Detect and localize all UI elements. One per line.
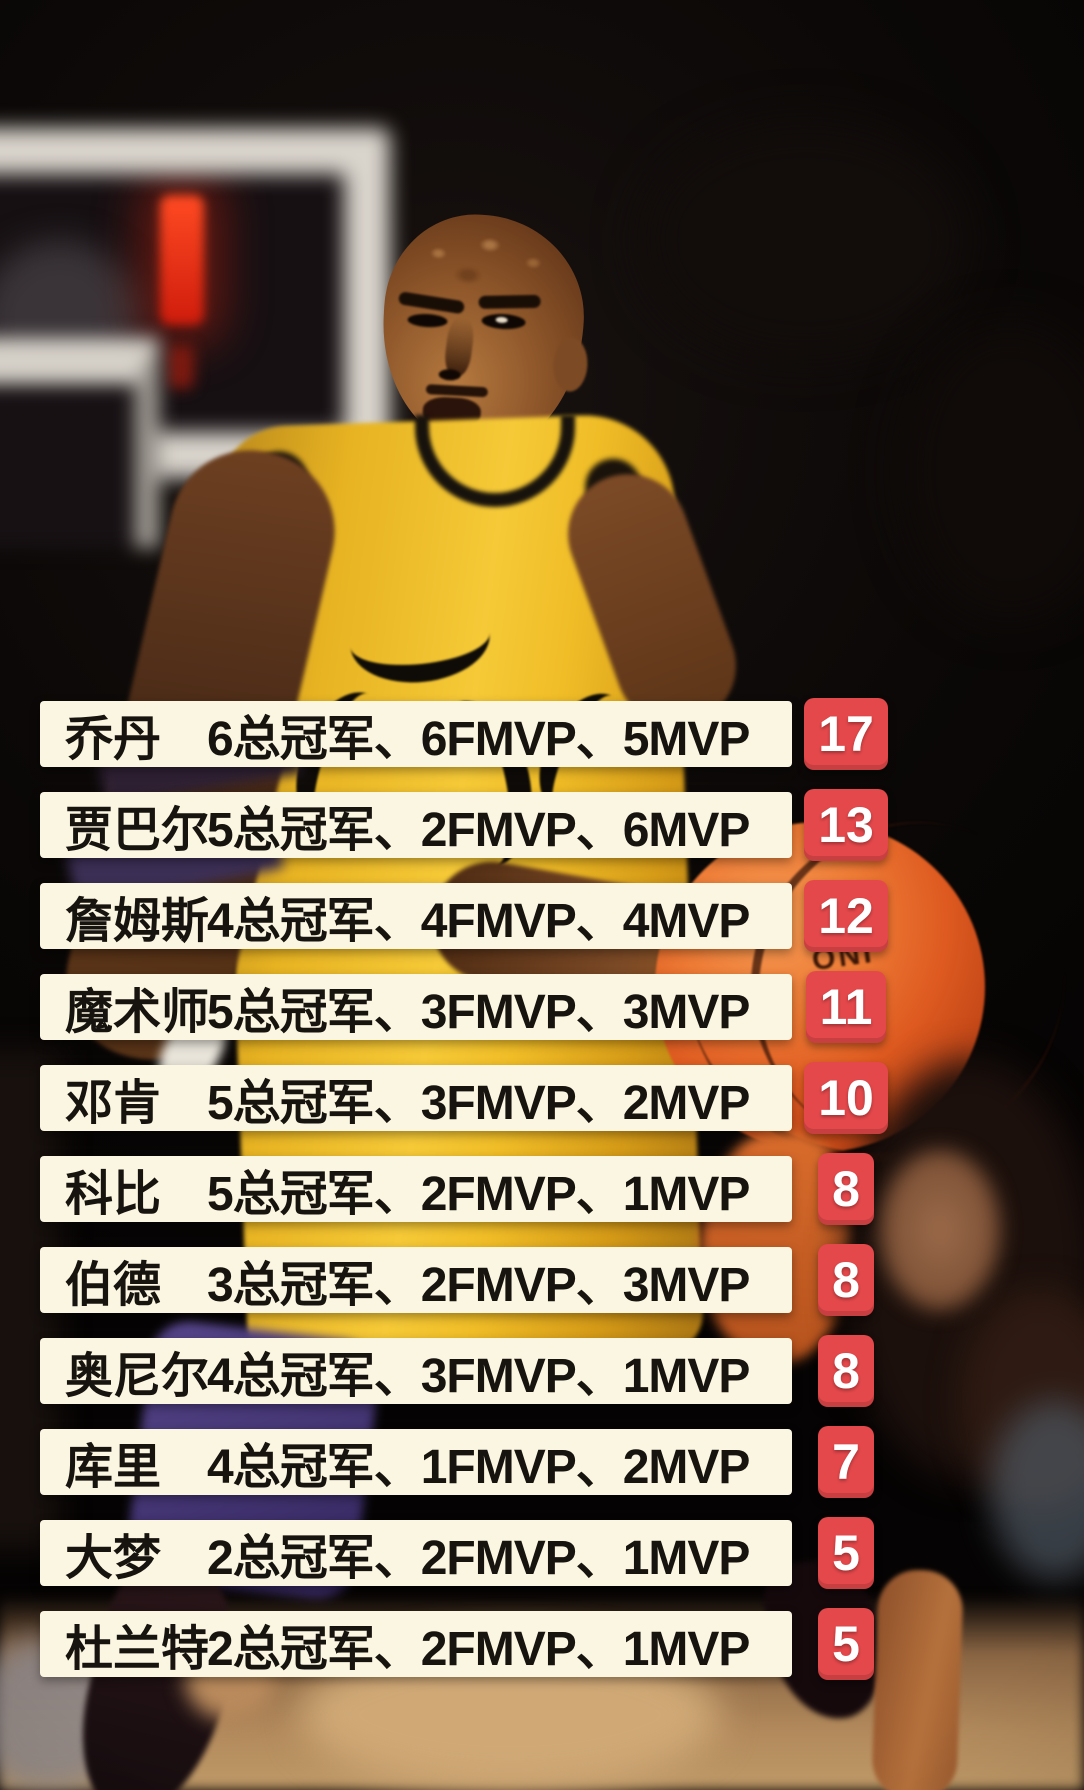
- total-badge-slot: 5: [800, 1608, 892, 1680]
- player-row: 魔术师 5总冠军、3FMVP、3MVP 11: [40, 971, 892, 1043]
- total-badge-slot: 8: [800, 1244, 892, 1316]
- total-value: 17: [818, 706, 874, 762]
- player-name: 邓肯: [65, 1077, 162, 1130]
- player-name: 伯德: [65, 1259, 162, 1312]
- total-value: 8: [832, 1252, 860, 1308]
- total-value: 5: [832, 1616, 860, 1672]
- total-badge-slot: 17: [800, 698, 892, 770]
- lower-backboard: [0, 338, 160, 548]
- total-value: 7: [832, 1434, 860, 1490]
- total-badge-slot: 11: [800, 971, 892, 1043]
- player-stats: 4总冠军、3FMVP、1MVP: [207, 1350, 750, 1403]
- total-value: 5: [832, 1525, 860, 1581]
- player-bar: 邓肯 5总冠军、3FMVP、2MVP: [40, 1065, 792, 1131]
- total-value: 10: [818, 1070, 874, 1126]
- player-name: 乔丹: [65, 713, 162, 766]
- total-value: 12: [818, 888, 874, 944]
- total-badge-slot: 10: [800, 1062, 892, 1134]
- total-badge-slot: 8: [800, 1335, 892, 1407]
- player-name: 大梦: [65, 1532, 162, 1585]
- player-name: 詹姆斯: [65, 895, 210, 948]
- total-badge: 11: [805, 971, 887, 1043]
- player-row: 伯德 3总冠军、2FMVP、3MVP 8: [40, 1244, 892, 1316]
- total-badge-slot: 12: [800, 880, 892, 952]
- total-badge-slot: 13: [800, 789, 892, 861]
- player-bar: 詹姆斯 4总冠军、4FMVP、4MVP: [40, 883, 792, 949]
- total-badge: 13: [804, 789, 888, 861]
- player-stats: 5总冠军、3FMVP、3MVP: [207, 986, 750, 1039]
- player-row: 贾巴尔 5总冠军、2FMVP、6MVP 13: [40, 789, 892, 861]
- arena-shadow-blob: [640, 120, 970, 360]
- total-badge-slot: 8: [800, 1153, 892, 1225]
- total-badge-slot: 7: [800, 1426, 892, 1498]
- total-badge: 5: [818, 1517, 874, 1589]
- crowd-blur: [990, 1400, 1084, 1580]
- player-bar: 杜兰特 2总冠军、2FMVP、1MVP: [40, 1611, 792, 1677]
- player-stats: 4总冠军、4FMVP、4MVP: [207, 895, 750, 948]
- player-stats: 5总冠军、2FMVP、1MVP: [207, 1168, 750, 1221]
- total-value: 8: [832, 1161, 860, 1217]
- shot-clock-led: [160, 195, 204, 325]
- player-stats: 2总冠军、2FMVP、1MVP: [207, 1623, 750, 1676]
- total-badge: 12: [804, 880, 888, 952]
- player-row: 邓肯 5总冠军、3FMVP、2MVP 10: [40, 1062, 892, 1134]
- total-value: 8: [832, 1343, 860, 1399]
- total-badge: 5: [818, 1608, 874, 1680]
- player-bar: 魔术师 5总冠军、3FMVP、3MVP: [40, 974, 792, 1040]
- player-bar: 奥尼尔 4总冠军、3FMVP、1MVP: [40, 1338, 792, 1404]
- player-bar: 伯德 3总冠军、2FMVP、3MVP: [40, 1247, 792, 1313]
- player-stats: 3总冠军、2FMVP、3MVP: [207, 1259, 750, 1312]
- player-name: 奥尼尔: [65, 1350, 210, 1403]
- total-badge: 10: [804, 1062, 888, 1134]
- player-name: 魔术师: [65, 986, 210, 1039]
- player-row: 大梦 2总冠军、2FMVP、1MVP 5: [40, 1517, 892, 1589]
- crowd-face-blur: [880, 1150, 1000, 1310]
- player-name: 科比: [65, 1168, 162, 1221]
- player-stats: 5总冠军、2FMVP、6MVP: [207, 804, 750, 857]
- player-bar: 乔丹 6总冠军、6FMVP、5MVP: [40, 701, 792, 767]
- player-stats: 4总冠军、1FMVP、2MVP: [207, 1441, 750, 1494]
- player-stats: 6总冠军、6FMVP、5MVP: [207, 713, 750, 766]
- player-row: 乔丹 6总冠军、6FMVP、5MVP 17: [40, 698, 892, 770]
- total-badge: 8: [818, 1153, 874, 1225]
- player-name: 杜兰特: [65, 1623, 210, 1676]
- player-bar: 库里 4总冠军、1FMVP、2MVP: [40, 1429, 792, 1495]
- player-row: 库里 4总冠军、1FMVP、2MVP 7: [40, 1426, 892, 1498]
- total-badge: 17: [804, 698, 888, 770]
- shot-clock-reflection: [168, 345, 194, 389]
- player-row: 杜兰特 2总冠军、2FMVP、1MVP 5: [40, 1608, 892, 1680]
- total-value: 13: [818, 797, 874, 853]
- player-bar: 大梦 2总冠军、2FMVP、1MVP: [40, 1520, 792, 1586]
- player-name: 库里: [65, 1441, 162, 1494]
- player-row: 詹姆斯 4总冠军、4FMVP、4MVP 12: [40, 880, 892, 952]
- player-bar: 科比 5总冠军、2FMVP、1MVP: [40, 1156, 792, 1222]
- arena-shadow-blob: [900, 320, 1084, 620]
- total-badge-slot: 5: [800, 1517, 892, 1589]
- player-name: 贾巴尔: [65, 804, 210, 857]
- player-bar: 贾巴尔 5总冠军、2FMVP、6MVP: [40, 792, 792, 858]
- player-row: 科比 5总冠军、2FMVP、1MVP 8: [40, 1153, 892, 1225]
- player-stats: 5总冠军、3FMVP、2MVP: [207, 1077, 750, 1130]
- total-badge: 7: [818, 1426, 874, 1498]
- total-value: 11: [819, 979, 873, 1035]
- ranking-list: 乔丹 6总冠军、6FMVP、5MVP 17 贾巴尔 5总冠军、2FMVP、6MV…: [40, 698, 892, 1702]
- total-badge: 8: [818, 1335, 874, 1407]
- total-badge: 8: [818, 1244, 874, 1316]
- player-row: 奥尼尔 4总冠军、3FMVP、1MVP 8: [40, 1335, 892, 1407]
- player-stats: 2总冠军、2FMVP、1MVP: [207, 1532, 750, 1585]
